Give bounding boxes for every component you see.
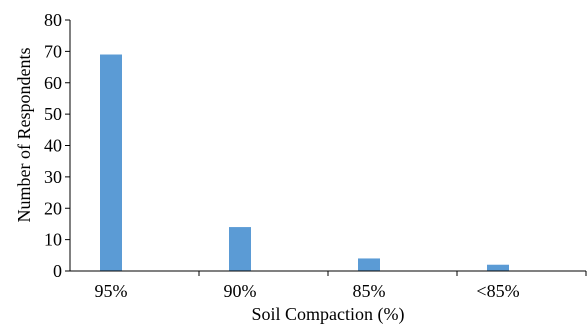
y-tick-label: 30 — [44, 167, 62, 187]
y-tick-label: 20 — [44, 198, 62, 218]
bars — [100, 54, 509, 272]
x-axis-title: Soil Compaction (%) — [252, 304, 405, 324]
x-tick-label: 85% — [353, 281, 386, 301]
bar — [487, 264, 509, 271]
x-tick-label: 90% — [224, 281, 257, 301]
x-tick-label: 95% — [95, 281, 128, 301]
bar — [358, 258, 380, 271]
y-tick-label: 0 — [53, 261, 62, 281]
bar — [229, 227, 251, 271]
y-tick-label: 80 — [44, 10, 62, 30]
y-tick-label: 70 — [44, 41, 62, 61]
x-axis-ticks: 95% 90% 85% <85% — [95, 271, 587, 301]
y-tick-label: 50 — [44, 104, 62, 124]
y-tick-label: 10 — [44, 230, 62, 250]
y-tick-label: 60 — [44, 73, 62, 93]
bar — [100, 54, 122, 272]
x-tick-label: <85% — [476, 281, 519, 301]
y-axis-title: Number of Respondents — [14, 48, 34, 223]
y-tick-label: 40 — [44, 136, 62, 156]
y-axis-ticks: 0 10 20 30 40 50 60 70 80 — [44, 10, 70, 281]
